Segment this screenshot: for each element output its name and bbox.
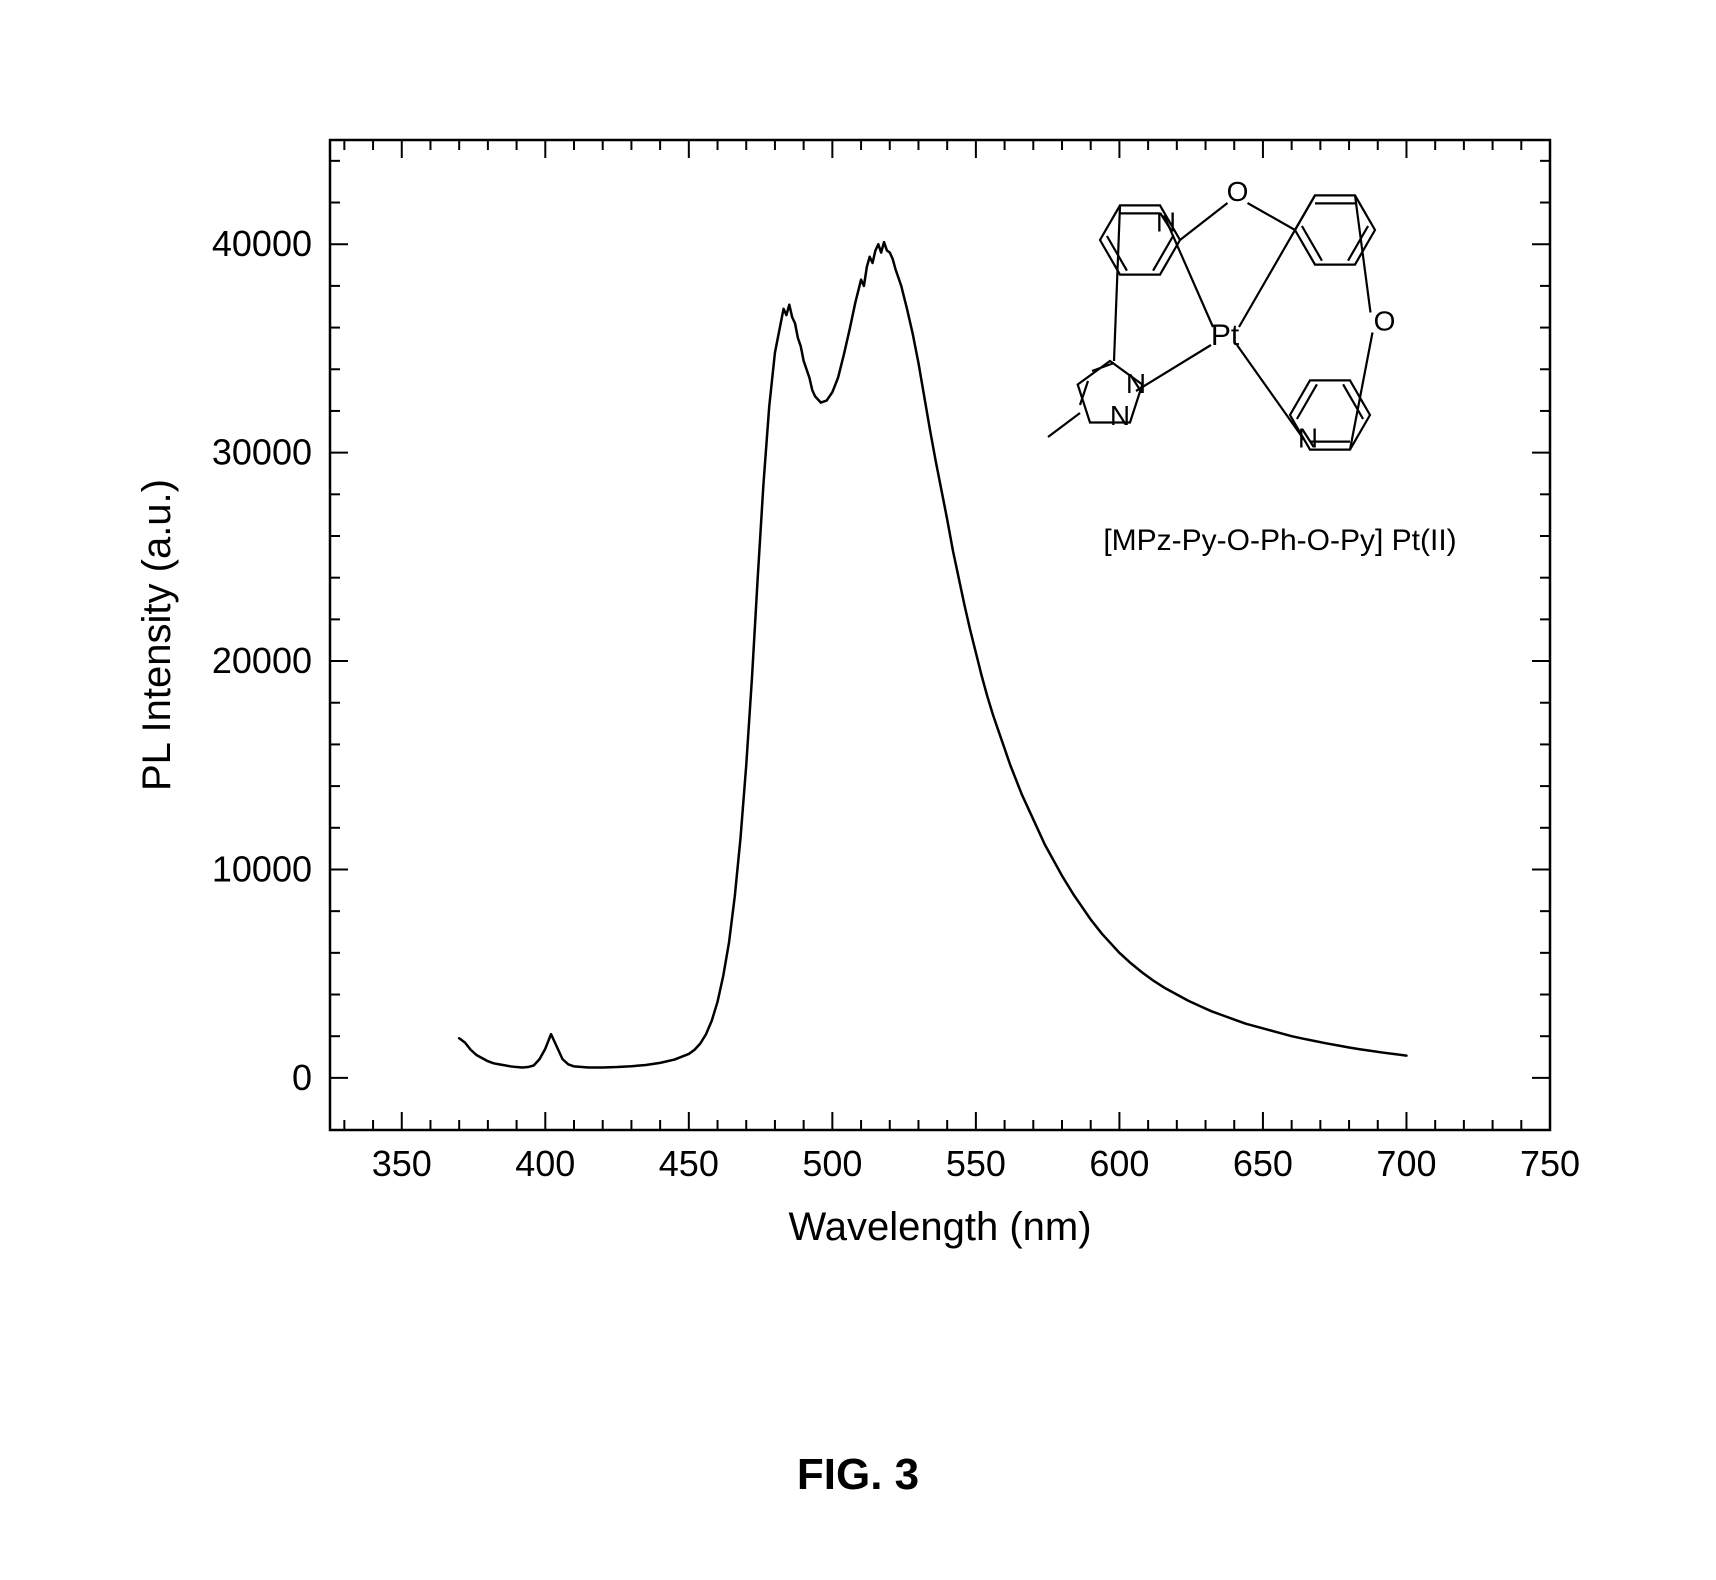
svg-text:650: 650 xyxy=(1233,1143,1293,1184)
svg-text:O: O xyxy=(1374,306,1396,337)
svg-text:10000: 10000 xyxy=(212,848,312,889)
svg-text:450: 450 xyxy=(659,1143,719,1184)
svg-text:PL Intensity (a.u.): PL Intensity (a.u.) xyxy=(135,479,179,791)
svg-text:40000: 40000 xyxy=(212,223,312,264)
svg-text:N: N xyxy=(1298,423,1318,454)
pl-spectrum-chart: 350 400 450 500 550 600 650 700 750 0 10000 20000 30… xyxy=(70,40,1630,1360)
svg-text:N: N xyxy=(1126,368,1146,399)
svg-text:600: 600 xyxy=(1089,1143,1149,1184)
svg-text:500: 500 xyxy=(802,1143,862,1184)
svg-text:0: 0 xyxy=(292,1057,312,1098)
svg-text:750: 750 xyxy=(1520,1143,1580,1184)
svg-text:350: 350 xyxy=(372,1143,432,1184)
svg-text:N: N xyxy=(1110,400,1130,431)
svg-text:30000: 30000 xyxy=(212,432,312,473)
svg-text:400: 400 xyxy=(515,1143,575,1184)
figure-caption: FIG. 3 xyxy=(0,1450,1716,1500)
svg-text:Wavelength (nm): Wavelength (nm) xyxy=(788,1205,1091,1249)
svg-text:550: 550 xyxy=(946,1143,1006,1184)
svg-text:700: 700 xyxy=(1376,1143,1436,1184)
svg-text:[MPz-Py-O-Ph-O-Py] Pt(II): [MPz-Py-O-Ph-O-Py] Pt(II) xyxy=(1103,524,1456,557)
svg-text:O: O xyxy=(1227,176,1249,207)
svg-text:20000: 20000 xyxy=(212,640,312,681)
svg-text:Pt: Pt xyxy=(1211,319,1240,352)
